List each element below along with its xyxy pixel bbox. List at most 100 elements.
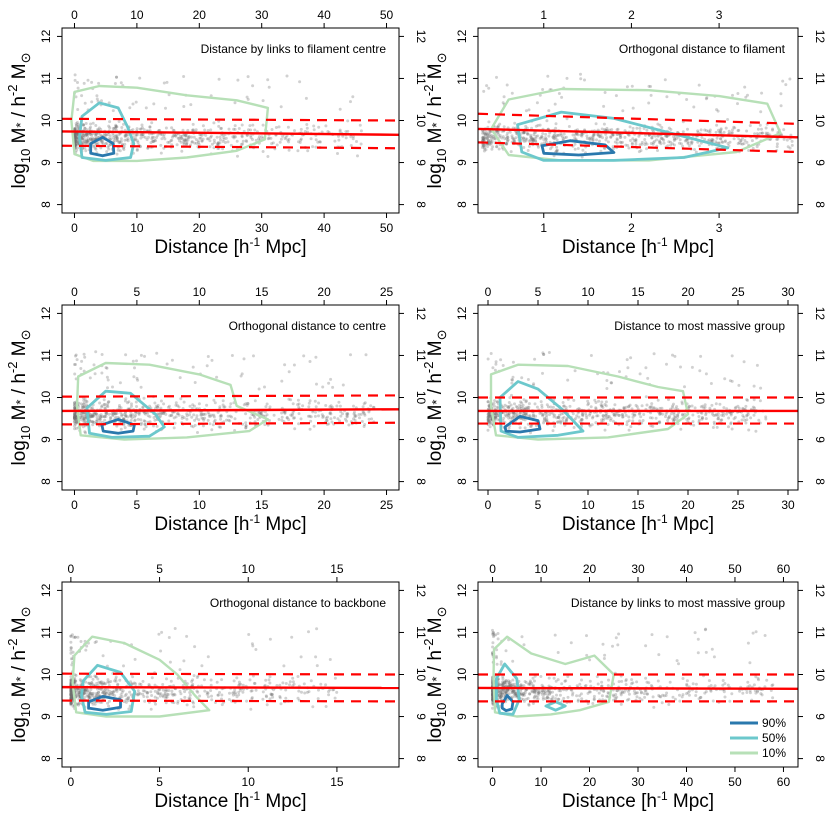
data-point bbox=[753, 406, 756, 410]
data-point bbox=[219, 417, 223, 421]
data-point bbox=[210, 413, 214, 417]
data-point bbox=[203, 128, 207, 132]
data-point bbox=[520, 401, 524, 405]
data-point bbox=[503, 413, 507, 417]
data-point bbox=[115, 424, 119, 428]
contour-50pct bbox=[498, 380, 585, 439]
x-tick-label: 10 bbox=[193, 498, 207, 512]
data-point bbox=[143, 419, 147, 423]
data-point bbox=[272, 688, 275, 692]
data-point bbox=[491, 645, 495, 649]
data-point bbox=[210, 428, 214, 432]
data-point bbox=[141, 133, 145, 136]
data-point bbox=[358, 123, 362, 127]
data-point bbox=[140, 421, 143, 425]
y-tick-label: 8 bbox=[455, 201, 469, 208]
data-point bbox=[76, 692, 80, 696]
y-tick-label: 11 bbox=[455, 349, 469, 362]
data-point bbox=[617, 632, 621, 636]
y-tick-label-right: 12 bbox=[414, 307, 428, 321]
data-point bbox=[86, 78, 90, 82]
data-point bbox=[672, 137, 676, 141]
data-point bbox=[69, 702, 73, 706]
data-point bbox=[69, 690, 73, 694]
data-point bbox=[574, 416, 578, 420]
data-point bbox=[690, 142, 694, 146]
data-point bbox=[613, 414, 617, 418]
data-point bbox=[730, 427, 734, 431]
data-point bbox=[510, 91, 514, 95]
data-point bbox=[268, 681, 272, 685]
data-point bbox=[69, 702, 73, 706]
data-point bbox=[526, 149, 530, 152]
data-point bbox=[77, 701, 81, 705]
data-point bbox=[75, 688, 79, 692]
data-point bbox=[635, 126, 639, 130]
data-point bbox=[337, 138, 341, 142]
y-tick-label-right: 9 bbox=[813, 159, 827, 166]
data-point bbox=[312, 424, 316, 428]
data-point bbox=[308, 414, 312, 418]
data-point bbox=[106, 386, 109, 390]
panel-title: Distance by links to most massive group bbox=[571, 596, 785, 610]
data-point bbox=[727, 416, 731, 420]
data-point bbox=[680, 695, 684, 699]
data-point bbox=[100, 141, 104, 145]
data-point bbox=[153, 689, 157, 693]
data-point bbox=[697, 83, 701, 87]
data-point bbox=[280, 415, 284, 419]
data-point bbox=[70, 695, 74, 699]
data-point bbox=[316, 140, 320, 144]
data-point bbox=[113, 412, 117, 415]
data-point bbox=[722, 130, 726, 134]
data-point bbox=[588, 690, 592, 694]
data-point bbox=[532, 696, 536, 700]
data-point bbox=[164, 126, 168, 130]
data-point bbox=[100, 139, 104, 143]
data-point bbox=[73, 406, 77, 410]
data-point bbox=[671, 417, 675, 421]
data-point bbox=[486, 400, 490, 404]
data-point bbox=[565, 416, 569, 420]
data-point bbox=[523, 691, 527, 695]
data-point bbox=[81, 425, 85, 429]
data-point bbox=[150, 676, 154, 680]
data-point bbox=[113, 137, 117, 141]
data-point bbox=[74, 136, 78, 140]
data-point bbox=[223, 141, 227, 144]
data-point bbox=[183, 695, 187, 699]
data-point bbox=[300, 690, 303, 694]
data-point bbox=[85, 133, 89, 137]
data-point bbox=[579, 692, 583, 696]
data-point bbox=[521, 413, 525, 417]
x-tick-label: 30 bbox=[255, 221, 269, 235]
data-point bbox=[324, 416, 328, 420]
data-point bbox=[624, 678, 628, 682]
data-point bbox=[665, 134, 669, 138]
data-point bbox=[100, 99, 103, 103]
data-point bbox=[239, 682, 243, 686]
data-point bbox=[119, 137, 123, 141]
data-point bbox=[631, 412, 635, 416]
data-point bbox=[89, 691, 93, 695]
data-point bbox=[746, 93, 749, 97]
data-point bbox=[324, 124, 328, 128]
data-point bbox=[120, 414, 124, 418]
data-point bbox=[758, 123, 762, 127]
data-point bbox=[253, 415, 257, 419]
data-point bbox=[153, 138, 157, 142]
data-point bbox=[307, 401, 311, 405]
data-point bbox=[85, 694, 89, 698]
data-point bbox=[185, 142, 189, 146]
data-point bbox=[100, 353, 104, 356]
data-point bbox=[92, 683, 95, 687]
data-point bbox=[604, 138, 608, 142]
data-point bbox=[638, 143, 642, 147]
data-point bbox=[82, 420, 86, 424]
data-point bbox=[485, 84, 489, 88]
data-point bbox=[73, 416, 76, 420]
data-point bbox=[658, 421, 662, 425]
data-point bbox=[133, 657, 137, 661]
data-point bbox=[618, 133, 622, 137]
data-point bbox=[150, 694, 154, 697]
